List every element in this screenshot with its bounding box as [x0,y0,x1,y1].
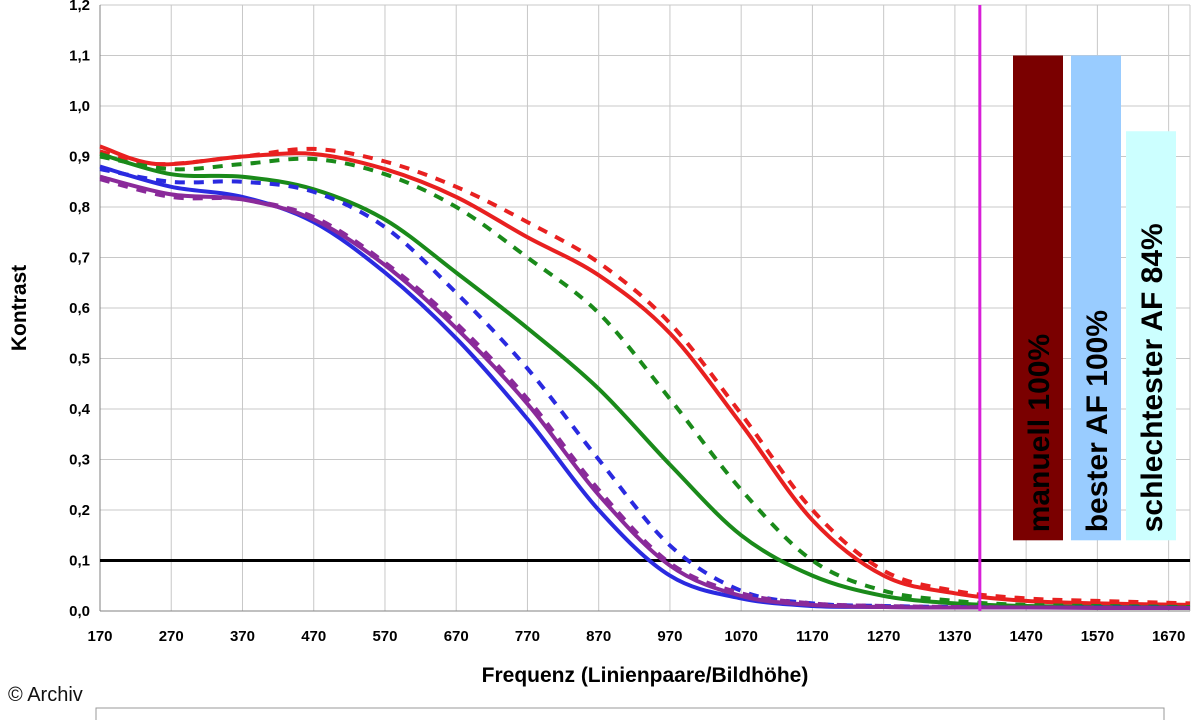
y-tick-label: 1,2 [69,0,90,14]
series-line [99,146,1191,606]
y-tick-label: 0,0 [69,603,90,620]
y-tick-label: 1,1 [69,48,90,65]
x-tick-labels: 170 270 370 470 570 670 770 870 970 1070 1170 1270 1… [87,628,1185,645]
y-axis-title: Kontrast [8,265,31,351]
x-tick-label: 1570 [1081,628,1114,645]
y-tick-label: 0,2 [69,502,90,519]
y-tick-label: 0,7 [69,250,90,267]
x-tick-label: 1470 [1009,628,1042,645]
y-tick-label: 0,9 [69,149,90,166]
y-tick-labels: 0,0 0,1 0,2 0,3 0,4 0,5 0,6 0,7 0,8 0,9 1,0 1,1 1,2 [69,0,91,620]
series-line [99,167,1191,610]
series-line [99,177,1191,610]
x-tick-label: 670 [444,628,469,645]
annotation-bar-label: manuell 100% [1023,334,1056,532]
y-tick-label: 0,1 [69,553,90,570]
annotation-bar-label: schlechtester AF 84% [1136,223,1169,532]
series-lines [99,144,1191,611]
legend-strip [95,707,1165,720]
x-tick-label: 1370 [938,628,971,645]
y-tick-label: 0,5 [69,351,90,368]
x-tick-label: 570 [372,628,397,645]
y-tick-label: 0,8 [69,199,90,216]
x-tick-label: 270 [159,628,184,645]
series-line [99,154,1191,609]
y-tick-label: 1,0 [69,98,90,115]
annotation-bar [1013,55,1063,541]
series-line [99,144,1191,607]
x-tick-label: 470 [301,628,326,645]
annotation-bars: manuell 100% bester AF 100% schlechtester … [1013,55,1176,541]
x-tick-label: 1270 [867,628,900,645]
y-tick-label: 0,4 [69,401,91,418]
x-tick-label: 1170 [796,628,829,645]
x-tick-label: 970 [657,628,682,645]
x-tick-label: 1070 [724,628,757,645]
x-tick-label: 370 [230,628,255,645]
x-tick-label: 870 [586,628,611,645]
annotation-bar [1126,131,1176,541]
x-tick-label: 1670 [1152,628,1185,645]
x-axis-title: Frequenz (Linienpaare/Bildhöhe) [482,664,809,687]
y-tick-label: 0,6 [69,300,90,317]
annotation-bar-label: bester AF 100% [1081,310,1114,532]
annotation-bar [1071,55,1121,541]
x-tick-label: 170 [87,628,112,645]
y-tick-label: 0,3 [69,452,90,469]
x-tick-label: 770 [515,628,540,645]
image-credit: © Archiv [8,684,83,706]
